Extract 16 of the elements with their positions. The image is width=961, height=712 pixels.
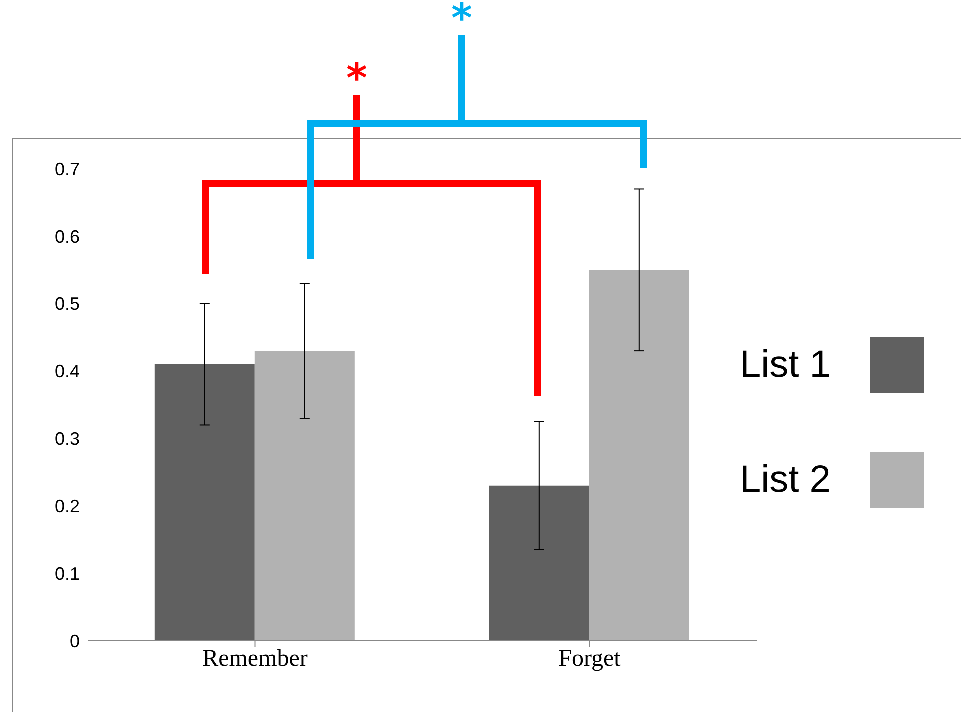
- y-tick-label: 0.3: [54, 429, 80, 450]
- legend-label: List 2: [740, 458, 832, 502]
- y-tick-label: 0.5: [54, 294, 80, 314]
- y-tick-label: 0.2: [54, 496, 80, 517]
- y-tick-label: 0.4: [54, 362, 80, 382]
- legend-label: List 1: [740, 344, 832, 386]
- y-tick-label: 0.7: [54, 159, 80, 180]
- y-tick-label: 0: [70, 631, 80, 652]
- y-tick-label: 0.6: [54, 226, 80, 247]
- bar: [154, 364, 255, 641]
- bar: [254, 351, 355, 641]
- bar: [489, 486, 590, 641]
- x-tick-label: Remember: [202, 646, 308, 672]
- y-tick-label: 0.1: [54, 564, 80, 584]
- x-tick-label: Forget: [558, 646, 622, 672]
- bar: [589, 270, 690, 641]
